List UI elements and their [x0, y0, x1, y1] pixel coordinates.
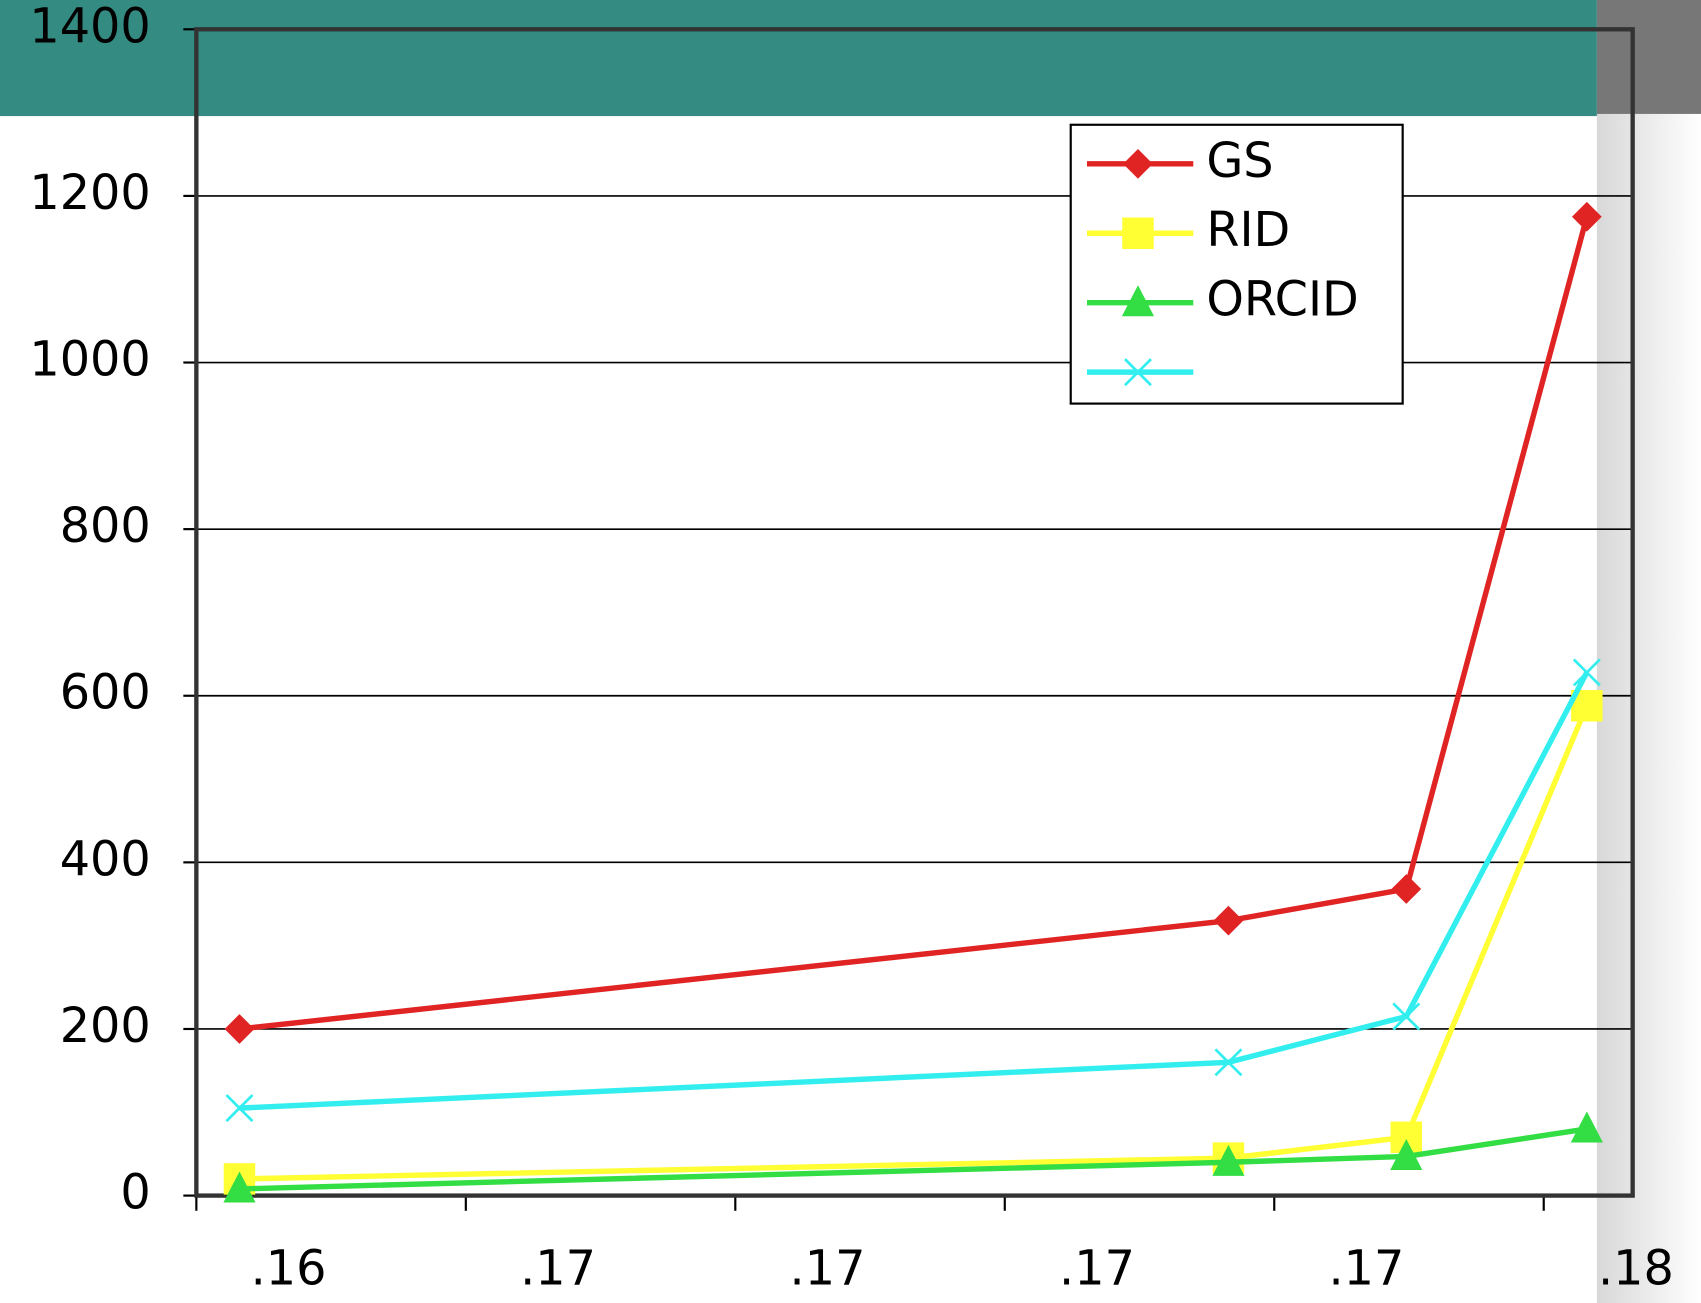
- x-tick-label: .17: [520, 1242, 596, 1297]
- y-tick-label: 600: [60, 666, 151, 721]
- y-tick-label: 200: [60, 999, 151, 1054]
- series-line: [239, 216, 1590, 1032]
- marker: [1121, 285, 1155, 317]
- marker: [1214, 1048, 1243, 1077]
- marker: [1391, 874, 1422, 904]
- y-tick-label: 400: [60, 832, 151, 887]
- marker: [1390, 1138, 1423, 1170]
- x-tick-label: .17: [1059, 1242, 1135, 1297]
- y-tick-label: 1000: [29, 333, 150, 388]
- side-strip: [1596, 0, 1701, 1303]
- x-tick-label: .18: [1598, 1242, 1674, 1297]
- marker: [1570, 1111, 1603, 1143]
- marker: [1392, 1002, 1421, 1031]
- series-line: [239, 1126, 1588, 1192]
- marker: [1213, 905, 1244, 936]
- series-line: [239, 671, 1590, 1111]
- legend: GS RID ORCID: [1069, 123, 1404, 405]
- legend-label: RID: [1206, 203, 1290, 258]
- marker: [1572, 658, 1601, 687]
- legend-box: [1069, 123, 1404, 405]
- y-tick-label: 0: [120, 1166, 150, 1221]
- y-tick-label: 1400: [29, 0, 150, 54]
- marker: [223, 1171, 256, 1203]
- x-tick-label: .16: [251, 1242, 327, 1297]
- y-tick-label: 800: [60, 499, 151, 554]
- plot-frame: [194, 27, 1635, 1198]
- marker: [1123, 148, 1153, 179]
- corner-image: [1596, 0, 1701, 114]
- marker: [1212, 1144, 1245, 1176]
- x-tick-label: .17: [1329, 1242, 1405, 1297]
- marker: [1122, 217, 1154, 249]
- marker: [225, 1094, 254, 1123]
- marker: [1571, 201, 1602, 232]
- y-tick-label: 1200: [29, 166, 150, 221]
- series-line: [239, 704, 1590, 1182]
- legend-label: ORCID: [1206, 273, 1358, 328]
- header-band: [0, 0, 1597, 117]
- x-tick-label: .17: [790, 1242, 866, 1297]
- marker: [224, 1014, 255, 1044]
- legend-label: GS: [1206, 134, 1273, 189]
- marker: [1124, 358, 1152, 387]
